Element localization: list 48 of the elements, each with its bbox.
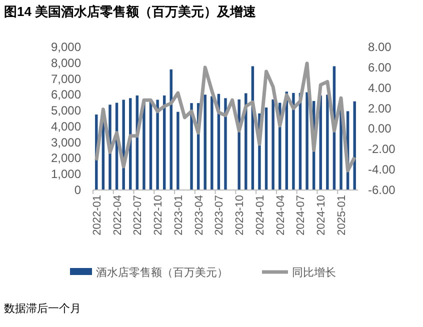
bar bbox=[326, 94, 329, 190]
x-tick-label: 2024-04 bbox=[274, 195, 287, 236]
x-tick-label: 2022-10 bbox=[152, 195, 165, 236]
y2-tick-label: -6.00 bbox=[368, 183, 396, 197]
x-tick-label: 2022-07 bbox=[132, 195, 144, 236]
y-tick-label: 6,000 bbox=[50, 88, 82, 102]
x-tick-label: 2024-10 bbox=[316, 195, 328, 236]
y-tick-label: 2,000 bbox=[50, 151, 82, 166]
bar bbox=[353, 101, 356, 190]
bar bbox=[190, 103, 193, 190]
x-tick-label: 2025-01 bbox=[336, 195, 348, 236]
y2-tick-label: 0.00 bbox=[368, 122, 392, 136]
x-tick-label: 2022-04 bbox=[112, 195, 124, 236]
y-tick-label: 8,000 bbox=[50, 56, 82, 70]
bar bbox=[156, 100, 159, 190]
y-tick-label: 7,000 bbox=[50, 72, 82, 86]
y-tick-label: 0 bbox=[74, 183, 82, 197]
bar bbox=[264, 108, 268, 190]
y-tick-label: 3,000 bbox=[50, 135, 82, 150]
text: 数据滞后一个月 bbox=[4, 302, 81, 315]
y-tick-label: 1,000 bbox=[50, 167, 82, 182]
bar bbox=[306, 92, 308, 190]
legend-label: 同比增长 bbox=[292, 266, 336, 279]
x-tick-label: 2023-07 bbox=[214, 195, 226, 236]
x-tick-label: 2024-01 bbox=[254, 195, 266, 236]
x-tick-label: 2023-01 bbox=[172, 195, 185, 236]
y-tick-label: 5,000 bbox=[50, 104, 82, 118]
bar bbox=[176, 112, 180, 190]
y2-tick-label: 2.00 bbox=[368, 101, 392, 116]
legend-label: 酒水店零售额（百万美元） bbox=[96, 266, 228, 279]
line-series bbox=[94, 62, 356, 172]
y-tick-label: 4,000 bbox=[50, 119, 82, 134]
bar bbox=[204, 94, 206, 190]
bar bbox=[292, 92, 295, 190]
chart-title: 图14 美国酒水店零售额（百万美元）及增速 bbox=[4, 4, 258, 19]
x-tick-label: 2024-07 bbox=[295, 195, 308, 236]
bar bbox=[272, 99, 274, 190]
y2-tick-label: -4.00 bbox=[368, 162, 396, 177]
bar bbox=[210, 96, 214, 190]
y2-tick-label: 8.00 bbox=[368, 40, 392, 54]
y2-tick-label: 6.00 bbox=[368, 60, 392, 74]
x-tick-label: 2022-01 bbox=[91, 195, 104, 236]
y-tick-label: 9,000 bbox=[50, 40, 82, 54]
x-tick-label: 2023-04 bbox=[193, 195, 206, 236]
x-tick-label: 2023-10 bbox=[234, 195, 246, 236]
bar bbox=[224, 98, 227, 190]
y2-tick-label: -2.00 bbox=[368, 142, 396, 156]
y2-tick-label: 4.00 bbox=[368, 80, 392, 95]
